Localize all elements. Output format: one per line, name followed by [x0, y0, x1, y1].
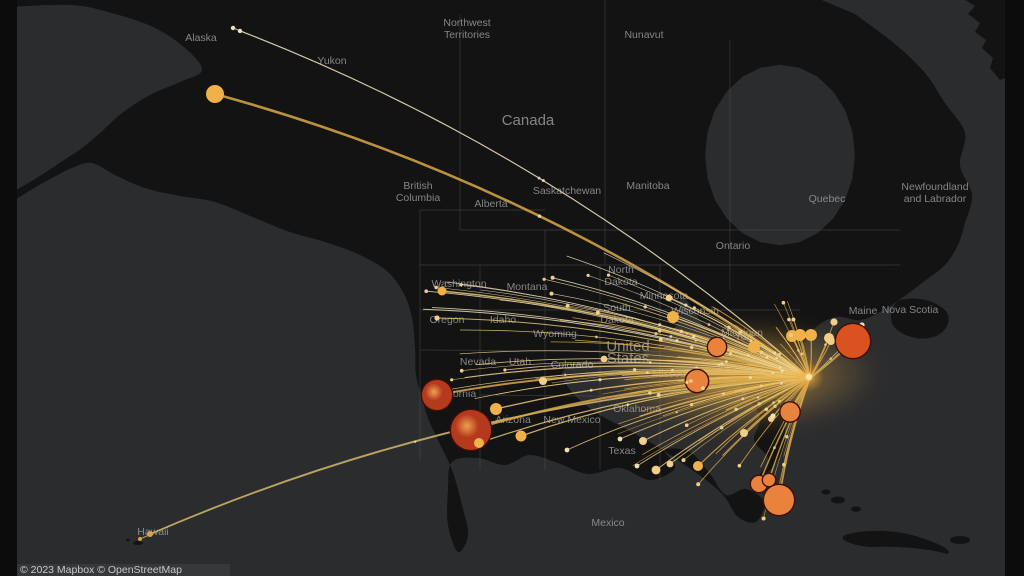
svg-text:Nova Scotia: Nova Scotia — [882, 304, 939, 316]
svg-text:Newfoundland: Newfoundland — [901, 181, 968, 193]
svg-text:and Labrador: and Labrador — [904, 193, 967, 205]
svg-text:© 2023 Mapbox © OpenStreetMap: © 2023 Mapbox © OpenStreetMap — [20, 564, 182, 576]
svg-text:Ontario: Ontario — [716, 240, 751, 252]
svg-text:Wyoming: Wyoming — [533, 328, 577, 340]
svg-text:Oregon: Oregon — [429, 314, 464, 326]
svg-text:Canada: Canada — [502, 112, 555, 129]
svg-text:Texas: Texas — [608, 445, 635, 457]
svg-text:Alaska: Alaska — [185, 32, 217, 44]
svg-text:Maine: Maine — [849, 305, 878, 317]
svg-text:Quebec: Quebec — [809, 193, 846, 205]
svg-text:Columbia: Columbia — [396, 192, 441, 204]
svg-text:Dakota: Dakota — [604, 276, 637, 288]
svg-text:Manitoba: Manitoba — [626, 180, 669, 192]
svg-text:Montana: Montana — [507, 281, 548, 293]
svg-text:Mexico: Mexico — [591, 517, 624, 529]
svg-text:British: British — [403, 180, 432, 192]
svg-text:Nevada: Nevada — [460, 356, 496, 368]
svg-text:Nunavut: Nunavut — [624, 29, 663, 41]
svg-text:Territories: Territories — [444, 29, 490, 41]
svg-text:Northwest: Northwest — [443, 17, 490, 29]
